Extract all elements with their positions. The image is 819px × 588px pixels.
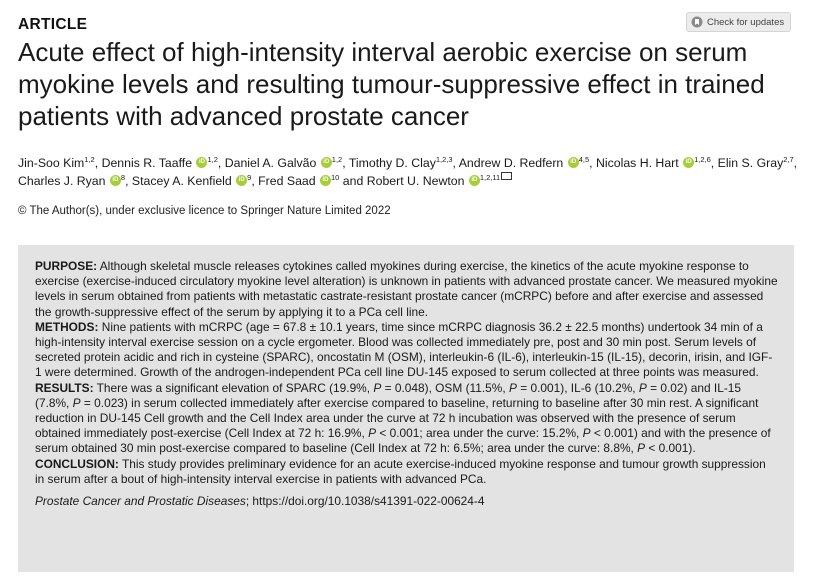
author-affiliation: 1,2,6 (694, 155, 711, 164)
author-name[interactable]: Stacey A. Kenfield (131, 174, 232, 188)
p-value-symbol: P (638, 380, 647, 395)
email-icon[interactable] (501, 172, 513, 180)
author-name[interactable]: Daniel A. Galvão (224, 156, 317, 170)
orcid-icon[interactable] (196, 157, 208, 168)
conclusion-text: This study provides preliminary evidence… (35, 456, 766, 486)
abstract-conclusion: CONCLUSION: This study provides prelimin… (35, 457, 778, 487)
methods-label: METHODS: (35, 319, 99, 334)
p-value-symbol: P (373, 380, 382, 395)
orcid-icon[interactable] (320, 157, 332, 168)
author-name[interactable]: Charles J. Ryan (18, 174, 106, 188)
p-value-symbol: P (637, 441, 646, 456)
article-type-label: ARTICLE (18, 16, 88, 33)
citation-line: Prostate Cancer and Prostatic Diseases; … (35, 494, 778, 509)
author-affiliation: 1,2 (207, 155, 218, 164)
results-text: There was a significant elevation of SPA… (35, 380, 771, 456)
journal-name: Prostate Cancer and Prostatic Diseases (35, 494, 246, 509)
orcid-icon[interactable] (320, 175, 332, 186)
author-name[interactable]: Dennis R. Taaffe (101, 156, 193, 170)
author-name[interactable]: Elin S. Gray (717, 156, 784, 170)
author-name[interactable]: Nicolas H. Hart (595, 156, 679, 170)
author-affiliation: 1,2 (331, 155, 343, 164)
author-affiliation: 1,2,11 (479, 173, 501, 182)
bookmark-icon (691, 16, 703, 28)
abstract-methods: METHODS: Nine patients with mCRPC (age =… (35, 320, 778, 381)
author-name[interactable]: Jin-Soo Kim (18, 156, 85, 170)
author-affiliation: 9 (247, 173, 252, 182)
abstract-box: PURPOSE: Although skeletal muscle releas… (18, 245, 794, 572)
author-affiliation: 8 (120, 173, 126, 182)
article-title: Acute effect of high-intensity interval … (18, 37, 765, 131)
check-for-updates-label: Check for updates (707, 16, 785, 28)
p-value-symbol: P (508, 380, 517, 395)
author-affiliation: 2,7 (783, 155, 794, 164)
orcid-icon[interactable] (567, 157, 579, 168)
abstract-results: RESULTS: There was a significant elevati… (35, 381, 778, 457)
results-label: RESULTS: (35, 380, 94, 395)
orcid-icon[interactable] (109, 175, 121, 186)
orcid-icon[interactable] (468, 175, 480, 186)
conclusion-label: CONCLUSION: (35, 456, 119, 471)
author-name[interactable]: Robert U. Newton (366, 174, 465, 188)
purpose-label: PURPOSE: (35, 259, 98, 273)
p-value-symbol: P (368, 426, 377, 441)
author-affiliation: 10 (331, 173, 340, 182)
methods-text: Nine patients with mCRPC (age = 67.8 ± 1… (35, 319, 773, 380)
purpose-text: Although skeletal muscle releases cytoki… (35, 259, 778, 319)
author-affiliation: 1,2 (84, 155, 95, 164)
author-list: Jin-Soo Kim1,2, Dennis R. Taaffe 1,2, Da… (18, 155, 808, 190)
orcid-icon[interactable] (236, 175, 248, 186)
p-value-symbol: P (582, 426, 591, 441)
p-value-symbol: P (72, 395, 81, 410)
author-affiliation: 1,2,3 (435, 155, 453, 164)
author-affiliation: 4,5 (578, 155, 590, 164)
doi-link[interactable]: ; https://doi.org/10.1038/s41391-022-006… (245, 494, 485, 509)
author-name[interactable]: Fred Saad (258, 174, 316, 188)
abstract-purpose: PURPOSE: Although skeletal muscle releas… (35, 259, 778, 320)
copyright-notice: © The Author(s), under exclusive licence… (18, 205, 391, 217)
author-name[interactable]: Timothy D. Clay (348, 156, 436, 170)
check-for-updates-button[interactable]: Check for updates (686, 12, 792, 32)
author-name[interactable]: Andrew D. Redfern (458, 156, 564, 170)
orcid-icon[interactable] (683, 157, 695, 168)
